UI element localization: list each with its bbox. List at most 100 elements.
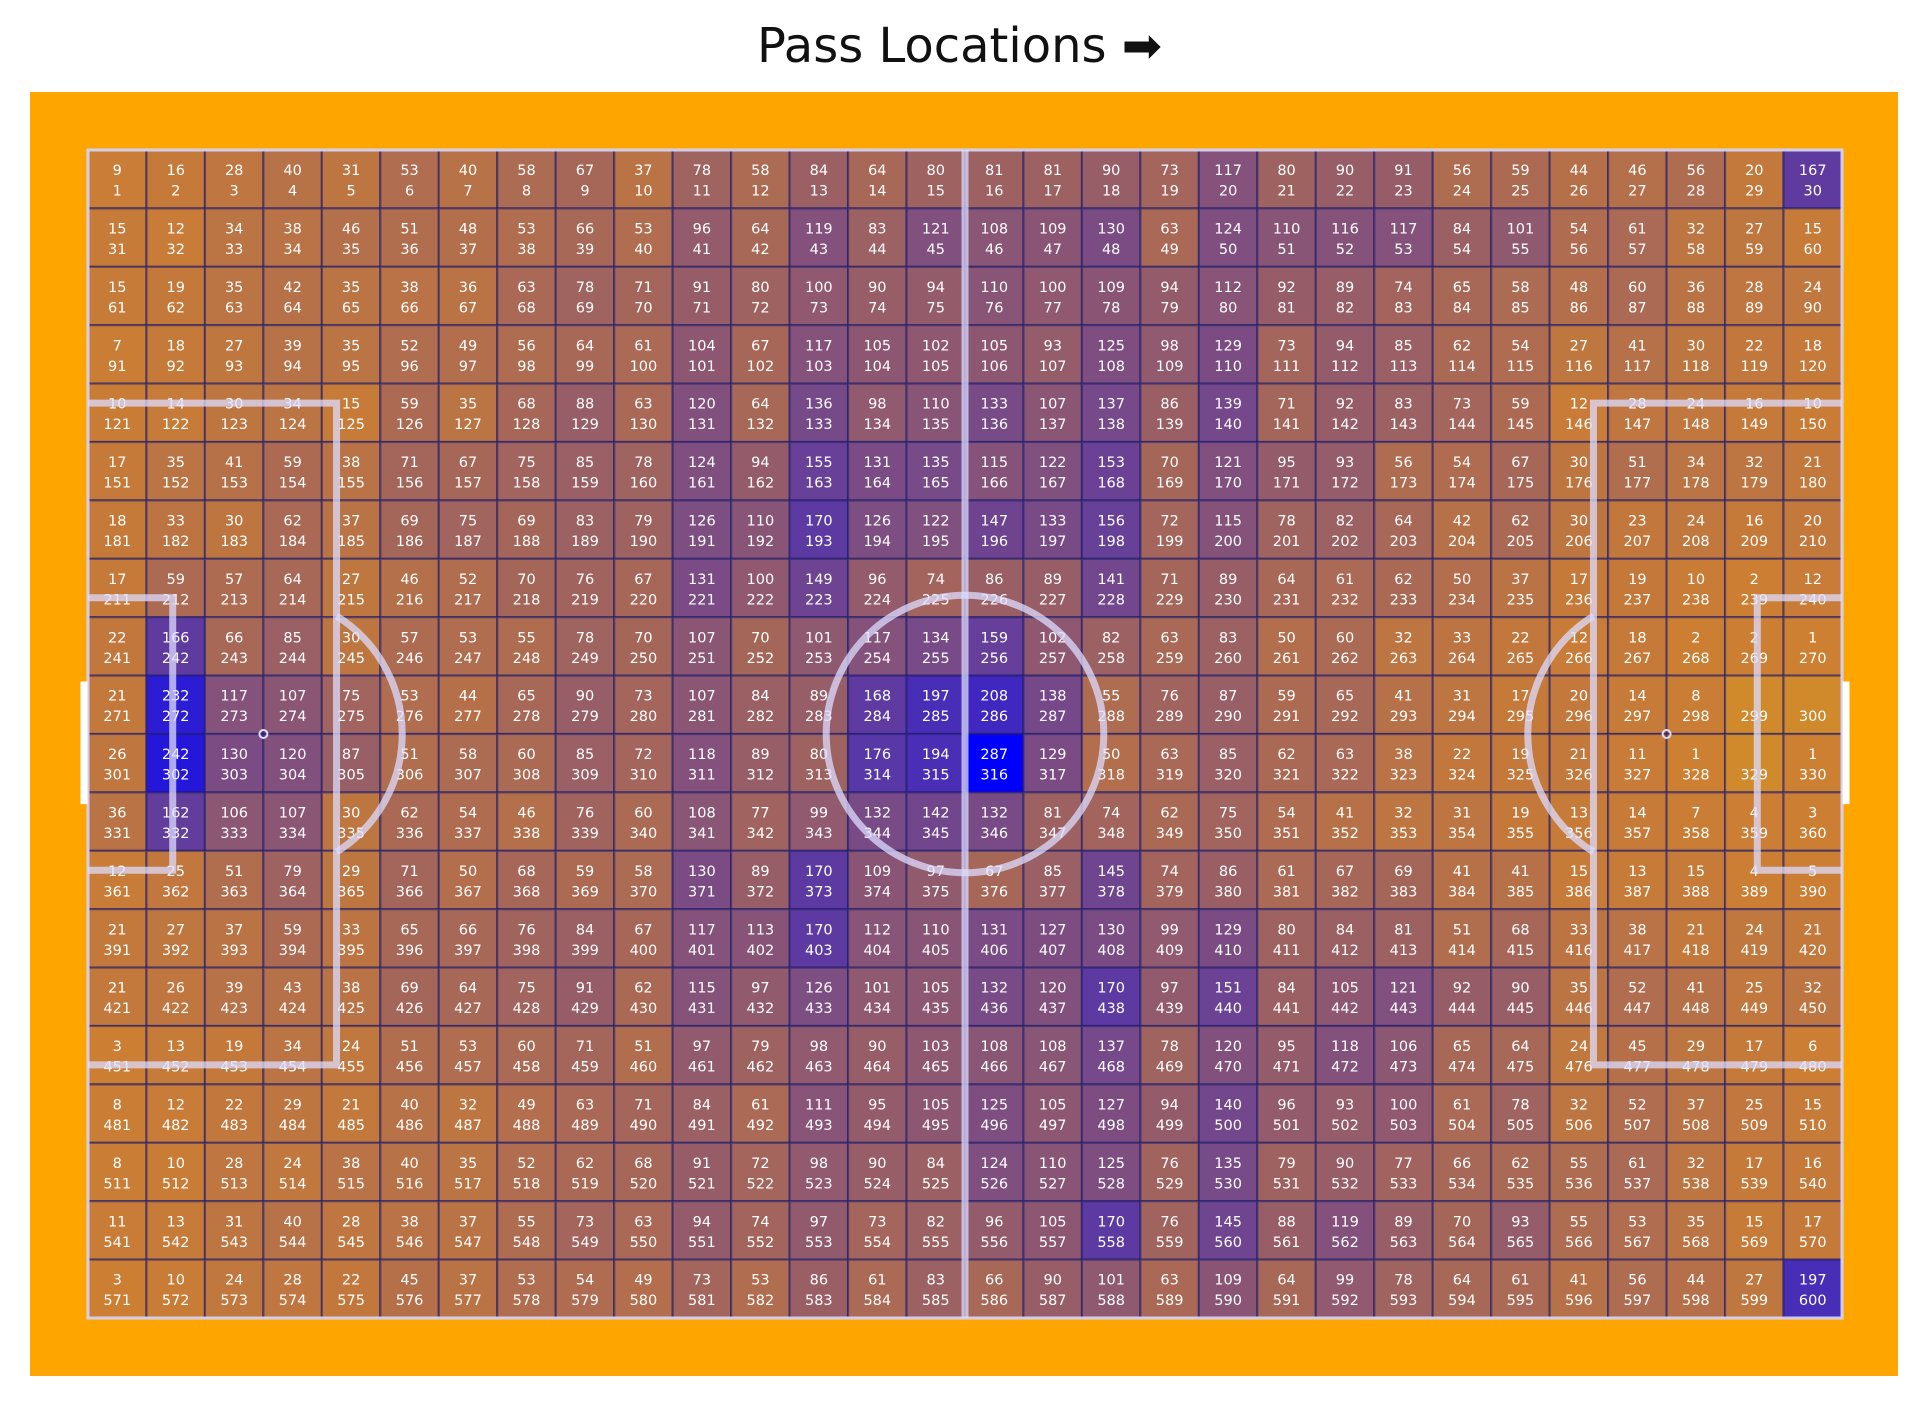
cell-index-label: 17 [1043,184,1061,200]
heatmap-cell-rect [1256,148,1317,210]
cell-count-label: 80 [1277,163,1295,179]
cell-count-label: 60 [1628,280,1646,296]
cell-count-label: 142 [922,806,950,822]
cell-count-label: 90 [1511,981,1529,997]
heatmap-cell-rect [671,674,733,736]
cell-index-label: 52 [1336,242,1354,258]
cell-index-label: 297 [1624,709,1652,725]
cell-index-label: 450 [1799,1001,1827,1017]
cell-index-label: 100 [630,359,658,375]
cell-count-label: 121 [1214,455,1242,471]
cell-count-label: 119 [1331,1214,1359,1230]
heatmap-cell-rect [963,557,1025,619]
cell-index-label: 213 [220,592,248,608]
heatmap-cell-rect [554,207,616,268]
heatmap-cell-rect [905,1141,967,1203]
cell-index-label: 147 [1624,417,1652,433]
heatmap-cell-rect [963,616,1025,677]
cell-index-label: 265 [1507,651,1535,667]
cell-count-label: 92 [1453,981,1471,997]
cell-index-label: 390 [1799,884,1827,900]
cell-count-label: 101 [805,630,833,646]
heatmap-cell-rect [496,616,557,677]
cell-count-label: 24 [1570,1039,1588,1055]
cell-index-label: 553 [805,1235,833,1251]
heatmap-cell-rect [437,1258,499,1320]
heatmap-cell-rect [86,499,148,560]
cell-index-label: 343 [805,826,833,842]
cell-count-label: 17 [1745,1156,1763,1172]
cell-index-label: 187 [454,534,482,550]
heatmap-cell-rect [1256,1200,1317,1261]
heatmap-cell-rect [86,148,148,210]
cell-index-label: 169 [1156,476,1184,492]
cell-index-label: 54 [1453,242,1471,258]
cell-index-label: 447 [1624,1001,1652,1017]
heatmap-cell-rect [1256,557,1317,619]
heatmap-cell-rect [320,732,382,794]
cell-count-label: 96 [1277,1098,1295,1114]
cell-index-label: 493 [805,1118,833,1134]
cell-index-label: 526 [980,1176,1008,1192]
cell-count-label: 105 [1039,1214,1067,1230]
heatmap-cell-rect [671,207,733,268]
cell-count-label: 145 [1214,1214,1242,1230]
cell-index-label: 371 [688,884,716,900]
right-six-yard-box [1753,594,1842,874]
cell-count-label: 29 [342,864,360,880]
cell-count-label: 118 [688,747,716,763]
cell-count-label: 170 [805,922,833,938]
heatmap-cell-rect [262,1083,323,1144]
cell-count-label: 68 [634,1156,652,1172]
cell-count-label: 66 [576,222,594,238]
heatmap-cell-rect [963,265,1025,327]
cell-index-label: 515 [337,1176,365,1192]
cell-index-label: 372 [747,884,775,900]
cell-index-label: 67 [459,300,477,316]
cell-count-label: 63 [1160,222,1178,238]
cell-index-label: 63 [225,300,243,316]
heatmap-cell-rect [496,732,557,794]
cell-count-label: 78 [693,163,711,179]
cell-index-label: 184 [279,534,307,550]
heatmap-cell-rect [846,499,908,560]
heatmap-cell-rect [730,674,791,736]
heatmap-cell-rect [613,791,674,852]
heatmap-cell: 588 [496,148,557,210]
heatmap-cell-rect [1548,732,1610,794]
cell-index-label: 395 [337,943,365,959]
cell-count-label: 16 [1745,514,1763,530]
heatmap-cell-rect [671,616,733,677]
heatmap-cell-rect [320,1083,382,1144]
cell-count-label: 56 [1394,455,1412,471]
cell-count-label: 64 [751,397,769,413]
cell-index-label: 490 [630,1118,658,1134]
cell-count-label: 57 [400,630,418,646]
cell-count-label: 67 [751,338,769,354]
cell-count-label: 53 [459,1039,477,1055]
cell-count-label: 22 [342,1273,360,1289]
